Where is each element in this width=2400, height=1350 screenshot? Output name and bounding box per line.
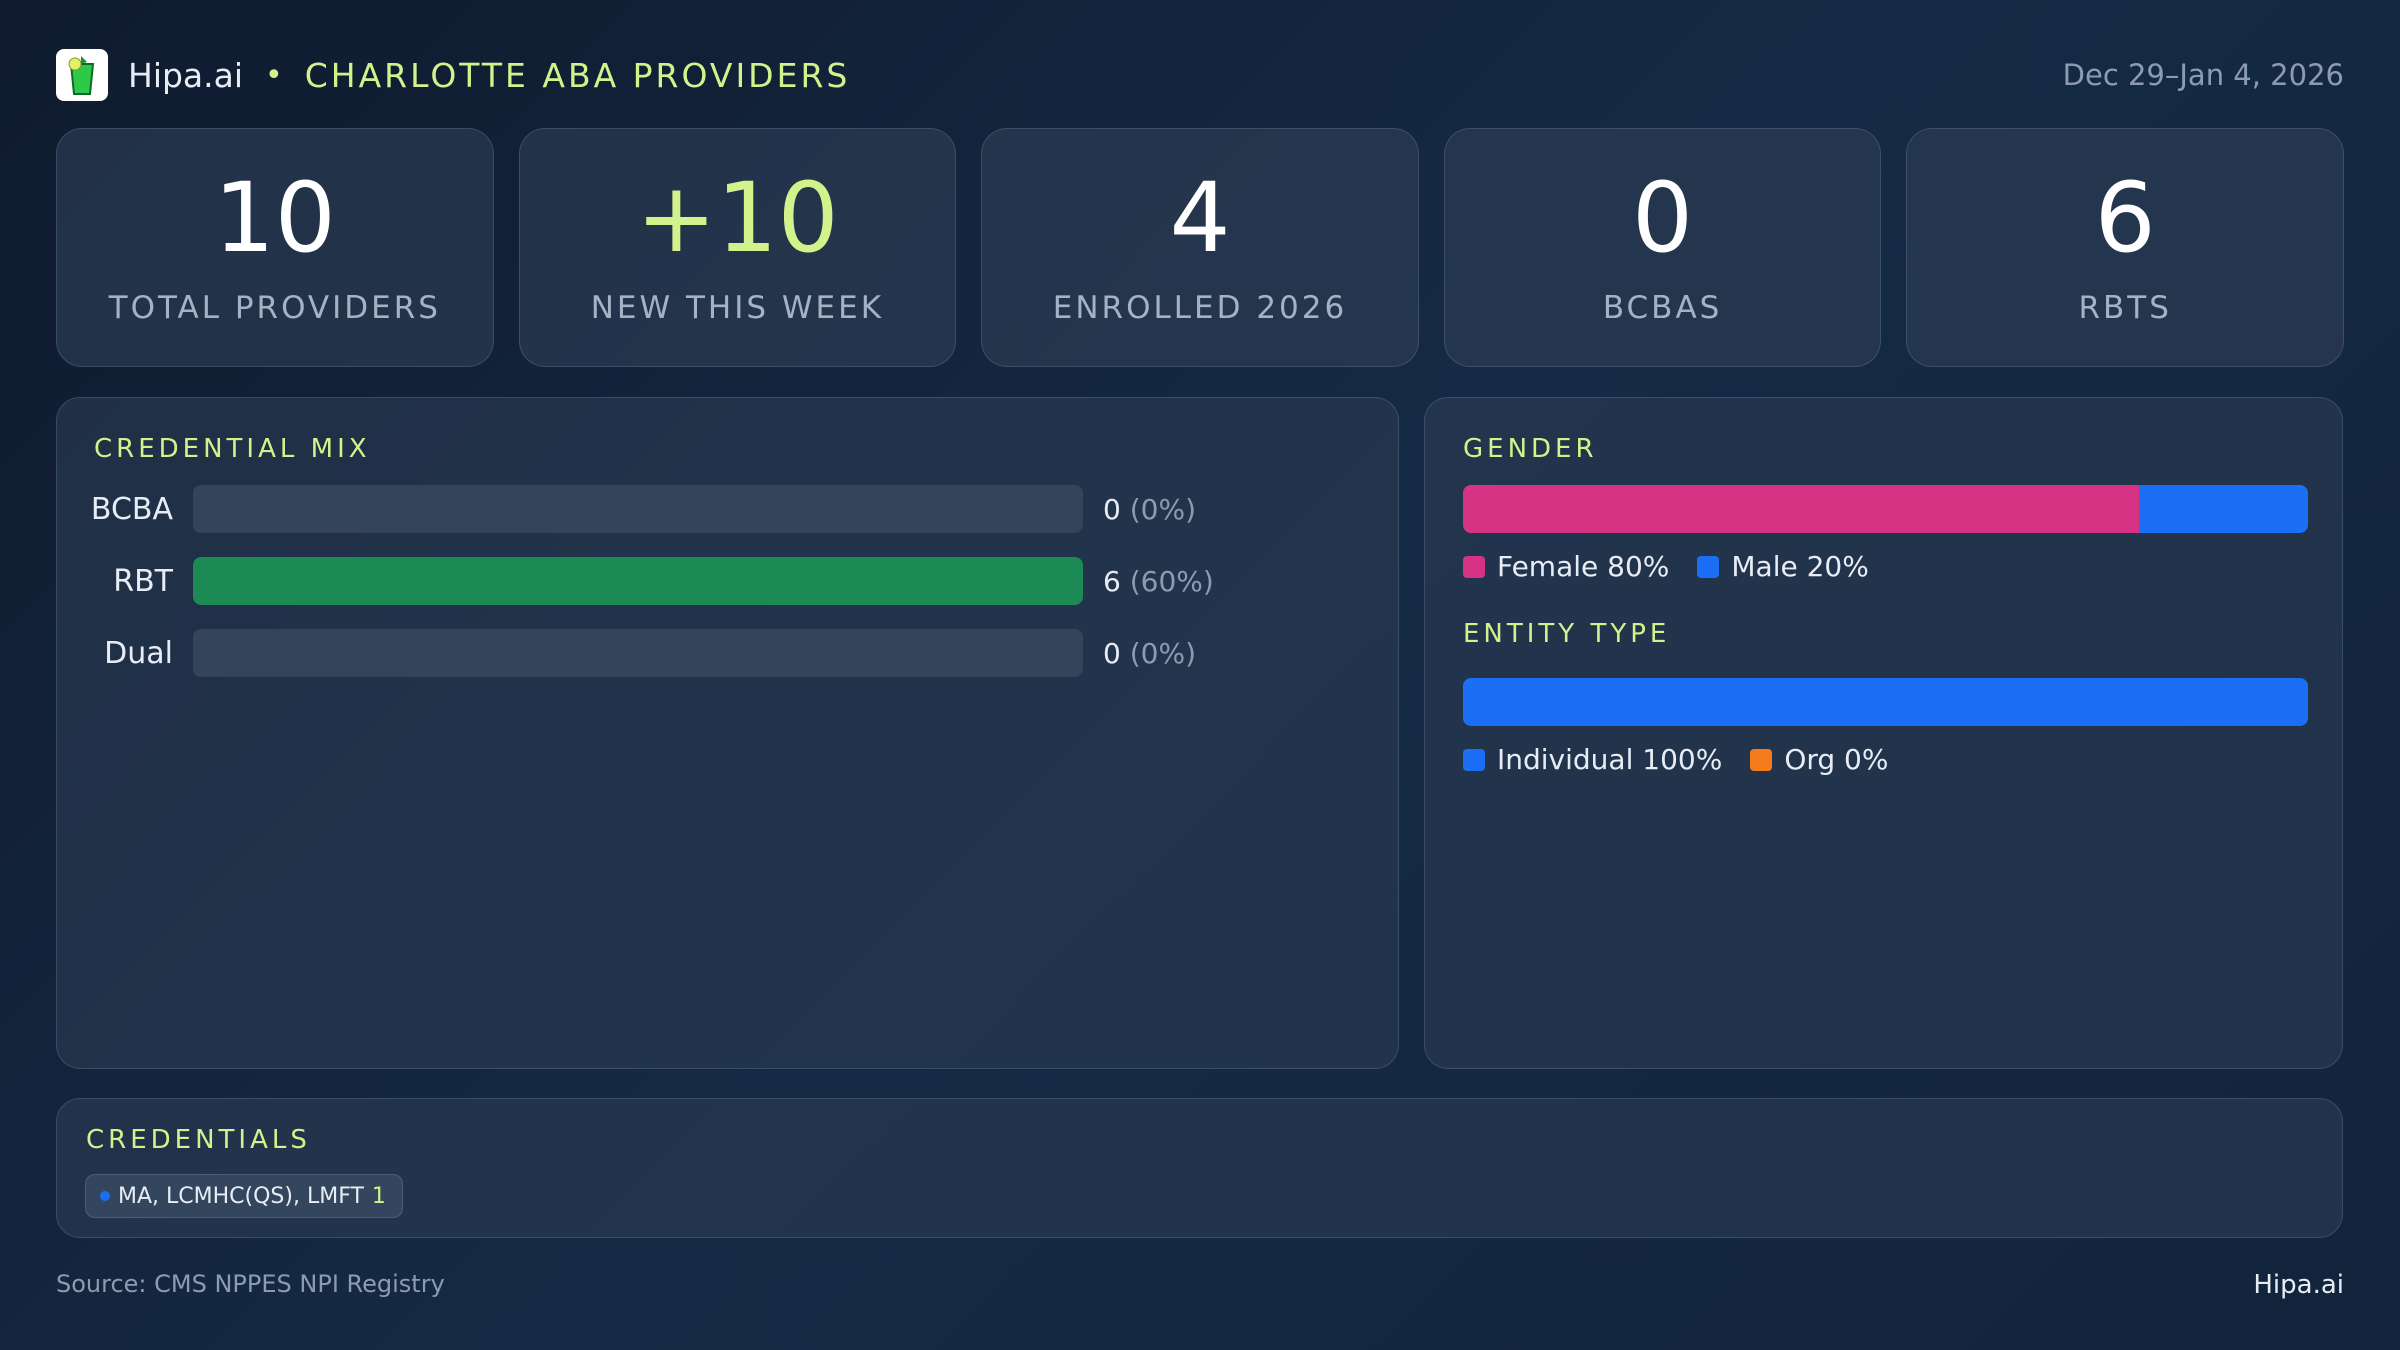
chip-label: MA, LCMHC(QS), LMFT	[118, 1183, 364, 1209]
header: Hipa.ai • CHARLOTTE ABA PROVIDERS Dec 29…	[56, 48, 2344, 102]
bar-track	[193, 485, 1083, 533]
legend-item: Org 0%	[1750, 743, 1888, 776]
footer-brand: Hipa.ai	[2253, 1270, 2344, 1300]
credential-mix-panel: CREDENTIAL MIX BCBA 0 (0%) RBT 6 (60%) Dual 0…	[56, 397, 1399, 1069]
legend-swatch-icon	[1750, 749, 1773, 771]
credential-row: BCBA 0 (0%)	[57, 485, 1196, 533]
brand-name: Hipa.ai	[128, 55, 244, 95]
row-count: 0	[1103, 636, 1121, 670]
logo-icon	[56, 49, 108, 101]
row-value: 0 (0%)	[1103, 493, 1196, 526]
credential-chip[interactable]: MA, LCMHC(QS), LMFT 1	[85, 1174, 403, 1218]
stat-card-new-this-week: +10 NEW THIS WEEK	[518, 128, 957, 367]
bar-track	[193, 557, 1083, 605]
row-value: 6 (60%)	[1103, 565, 1214, 598]
bar-segment	[1463, 485, 2139, 533]
panel-title: CREDENTIALS	[86, 1125, 311, 1155]
stat-value: 10	[213, 161, 336, 274]
gender-title: GENDER	[1463, 434, 1598, 464]
page-title: CHARLOTTE ABA PROVIDERS	[304, 55, 851, 95]
stat-value: 6	[2094, 161, 2156, 274]
credential-row: RBT 6 (60%)	[57, 557, 1214, 605]
legend-item: Individual 100%	[1463, 743, 1722, 776]
row-count: 6	[1103, 564, 1121, 598]
bar-segment	[2139, 485, 2308, 533]
stat-card-rbts: 6 RBTS	[1906, 128, 2344, 367]
legend-swatch-icon	[1697, 556, 1720, 578]
row-label: Dual	[104, 635, 173, 671]
row-label: BCBA	[90, 491, 173, 527]
bar-segment	[1463, 678, 2308, 726]
row-percent: (60%)	[1129, 564, 1214, 598]
legend-label: Female 80%	[1497, 550, 1670, 583]
gender-bar	[1463, 485, 2308, 533]
stat-label: RBTS	[2078, 289, 2172, 326]
entity-bar	[1463, 678, 2308, 726]
stat-value: +10	[636, 161, 839, 274]
separator: •	[265, 57, 283, 93]
chip-count: 1	[371, 1183, 386, 1209]
bar-fill	[193, 557, 1083, 605]
credentials-panel: CREDENTIALS MA, LCMHC(QS), LMFT 1	[56, 1098, 2343, 1238]
panel-title: CREDENTIAL MIX	[94, 434, 371, 464]
gender-legend: Female 80% Male 20%	[1463, 550, 1869, 583]
legend-swatch-icon	[1463, 556, 1485, 578]
bar-track	[193, 629, 1083, 677]
legend-swatch-icon	[1463, 749, 1485, 771]
legend-label: Male 20%	[1731, 550, 1869, 583]
stat-card-total-providers: 10 TOTAL PROVIDERS	[56, 128, 494, 367]
credential-row: Dual 0 (0%)	[57, 629, 1196, 677]
stat-label: TOTAL PROVIDERS	[108, 289, 441, 326]
stat-label: ENROLLED 2026	[1052, 289, 1348, 326]
stat-card-bcbas: 0 BCBAS	[1443, 128, 1882, 367]
stat-label: BCBAS	[1602, 289, 1723, 326]
stat-value: 4	[1169, 161, 1231, 274]
legend-item: Male 20%	[1697, 550, 1869, 583]
legend-label: Individual 100%	[1497, 743, 1723, 776]
stat-cards: 10 TOTAL PROVIDERS +10 NEW THIS WEEK 4 ENRO…	[56, 128, 2344, 367]
row-value: 0 (0%)	[1103, 637, 1196, 670]
entity-title: ENTITY TYPE	[1463, 619, 1671, 649]
row-percent: (0%)	[1129, 636, 1197, 670]
stat-card-enrolled: 4 ENROLLED 2026	[981, 128, 1419, 367]
date-range: Dec 29–Jan 4, 2026	[2062, 58, 2344, 92]
row-label: RBT	[113, 563, 173, 599]
source-note: Source: CMS NPPES NPI Registry	[56, 1270, 445, 1298]
entity-legend: Individual 100% Org 0%	[1463, 743, 1888, 776]
bullet-icon	[100, 1191, 110, 1201]
demographics-panel: GENDER Female 80% Male 20% ENTITY TYPE In…	[1424, 397, 2343, 1069]
legend-item: Female 80%	[1463, 550, 1669, 583]
stat-label: NEW THIS WEEK	[590, 289, 885, 326]
legend-label: Org 0%	[1784, 743, 1889, 776]
row-count: 0	[1103, 492, 1121, 526]
row-percent: (0%)	[1129, 492, 1197, 526]
stat-value: 0	[1632, 161, 1694, 274]
